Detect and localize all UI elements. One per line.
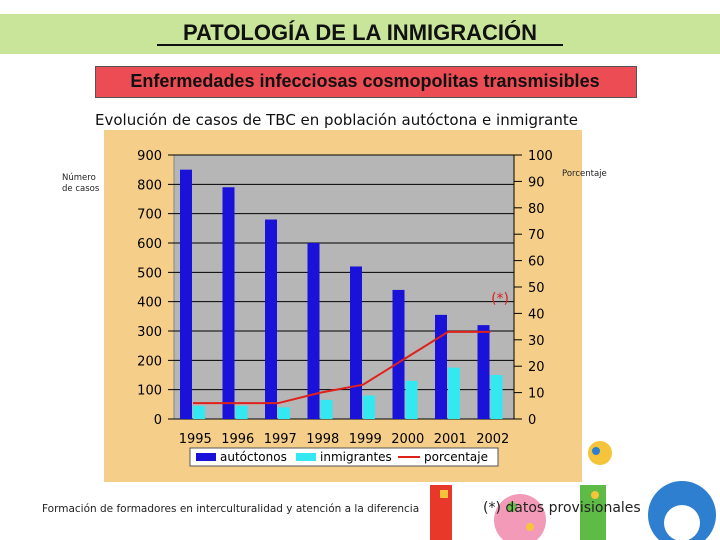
right-tick-label: 30 <box>528 334 545 349</box>
page-title: PATOLOGÍA DE LA INMIGRACIÓN <box>182 20 538 45</box>
left-tick-label: 400 <box>137 296 162 311</box>
left-tick-label: 500 <box>137 266 162 281</box>
x-tick-label: 1997 <box>264 432 297 447</box>
legend-label-autoctonos: autóctonos <box>220 450 287 464</box>
bar-inmigrantes <box>405 380 418 419</box>
logo-decoration <box>430 441 716 540</box>
chart-heading: Evolución de casos de TBC en población a… <box>95 111 578 129</box>
bar-autoctonos <box>435 314 447 419</box>
left-tick-label: 600 <box>137 237 162 252</box>
right-tick-label: 20 <box>528 360 545 375</box>
right-tick-label: 90 <box>528 175 545 190</box>
right-axis-label: Porcentaje <box>562 169 607 179</box>
logo-dot-blue <box>592 447 600 455</box>
bar-autoctonos <box>265 219 277 419</box>
legend-swatch-inmigrantes <box>296 453 316 461</box>
right-tick-label: 40 <box>528 307 545 322</box>
right-tick-label: 80 <box>528 202 545 217</box>
right-tick-label: 0 <box>528 413 536 428</box>
x-tick-label: 1998 <box>306 432 339 447</box>
bar-inmigrantes <box>320 399 333 419</box>
bar-inmigrantes <box>363 395 375 419</box>
bar-inmigrantes <box>278 407 290 419</box>
x-tick-label: 2001 <box>434 432 467 447</box>
logo-blob-hole <box>664 505 700 540</box>
line-porcentaje <box>193 330 491 405</box>
bar-inmigrantes <box>448 367 460 419</box>
right-tick-label: 100 <box>528 149 553 164</box>
legend-swatch-autoctonos <box>196 453 216 461</box>
right-tick-label: 10 <box>528 387 545 402</box>
logo-bar-red <box>430 485 452 540</box>
left-tick-label: 900 <box>137 149 162 164</box>
page-subtitle: Enfermedades infecciosas cosmopolitas tr… <box>130 71 600 91</box>
left-axis-label-line2: de casos <box>62 184 100 194</box>
left-tick-label: 300 <box>137 325 162 340</box>
x-tick-label: 1999 <box>349 432 382 447</box>
legend-box <box>189 447 499 467</box>
bar-autoctonos <box>307 243 320 419</box>
right-tick-label: 70 <box>528 228 545 243</box>
logo-dot-yellow-2 <box>526 523 534 531</box>
annotation-provisional: (*) <box>491 291 509 307</box>
logo-dot-green <box>507 502 517 512</box>
left-tick-label: 800 <box>137 178 162 193</box>
footer-text: Formación de formadores en intercultural… <box>42 503 420 515</box>
logo-dot-yellow-3 <box>591 491 599 499</box>
bar-autoctonos <box>350 266 362 419</box>
bar-inmigrantes <box>490 375 503 419</box>
provisional-note: (*) datos provisionales <box>483 500 641 516</box>
right-tick-label: 60 <box>528 255 545 270</box>
left-tick-label: 200 <box>137 354 162 369</box>
left-tick-label: 700 <box>137 208 162 223</box>
logo-dot-yellow <box>440 490 448 498</box>
left-axis-label-line1: Número <box>62 173 96 183</box>
bar-autoctonos <box>222 187 235 419</box>
bar-inmigrantes <box>193 405 205 419</box>
left-tick-label: 100 <box>137 384 162 399</box>
x-tick-label: 2002 <box>476 432 509 447</box>
legend-label-inmigrantes: inmigrantes <box>320 450 392 464</box>
title-bar <box>0 14 720 54</box>
x-tick-label: 1996 <box>221 432 254 447</box>
subtitle-box <box>95 66 637 98</box>
title-underline <box>157 44 563 46</box>
right-tick-label: 50 <box>528 281 545 296</box>
x-tick-label: 1995 <box>179 432 212 447</box>
bar-inmigrantes <box>235 405 248 419</box>
x-tick-label: 2000 <box>391 432 424 447</box>
left-tick-label: 0 <box>154 413 162 428</box>
legend-label-porcentaje: porcentaje <box>424 450 488 464</box>
logo-dot-top <box>588 441 612 465</box>
bar-autoctonos <box>477 325 490 419</box>
bar-autoctonos <box>180 169 192 419</box>
bar-autoctonos <box>392 289 405 419</box>
